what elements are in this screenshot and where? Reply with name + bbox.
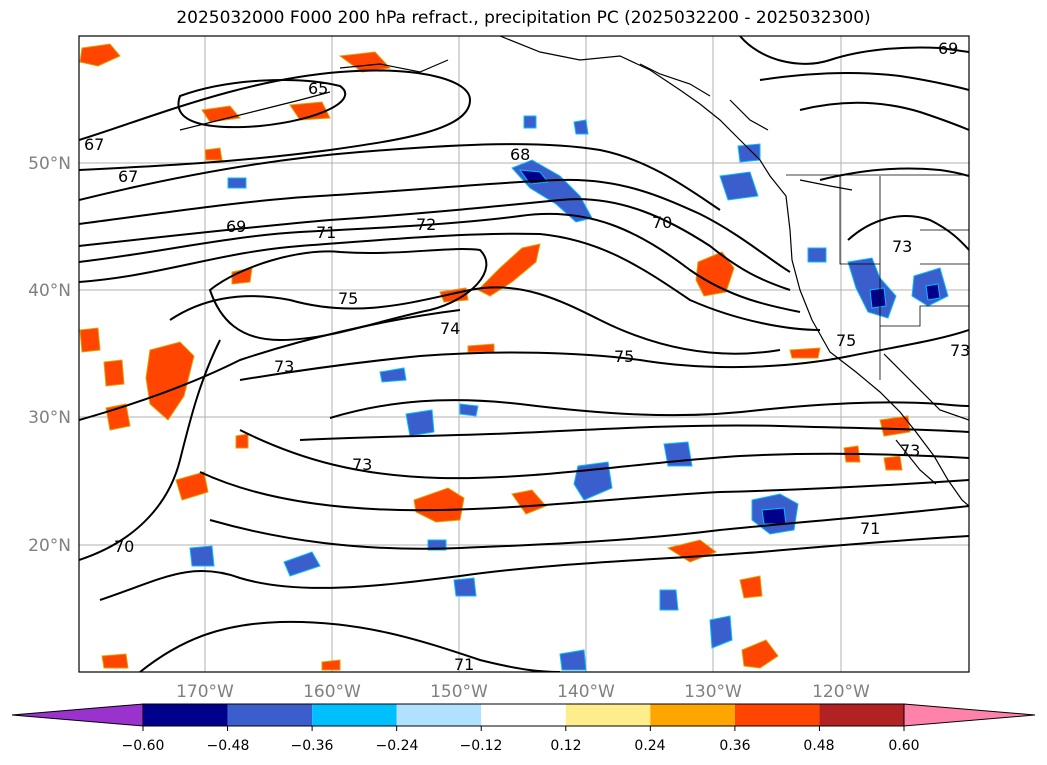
precip-positive-patches xyxy=(79,43,911,671)
contour-label: 65 xyxy=(308,79,328,98)
map-frame xyxy=(78,35,970,673)
longitude-label: 160°W xyxy=(303,682,361,702)
latitude-labels: 50°N 40°N 30°N 20°N xyxy=(28,154,71,556)
colorbar-bin xyxy=(734,704,820,726)
colorbar-tick-label: −0.60 xyxy=(122,738,165,754)
contour-label: 73 xyxy=(274,357,294,376)
refractivity-contours xyxy=(79,36,969,672)
colorbar-tick-label: −0.48 xyxy=(207,738,250,754)
contour-label: 70 xyxy=(114,537,134,556)
colorbar-tick-label: 0.36 xyxy=(719,738,750,754)
latitude-label: 20°N xyxy=(28,536,71,556)
longitude-labels: 170°W 160°W 150°W 140°W 130°W 120°W xyxy=(176,682,870,702)
contour-label: 75 xyxy=(836,331,856,350)
colorbar-tick-label: −0.36 xyxy=(291,738,334,754)
contour-label: 73 xyxy=(892,237,912,256)
colorbar-extend-high xyxy=(903,703,1036,727)
colorbar-bin xyxy=(143,704,228,726)
contour-label: 69 xyxy=(226,217,246,236)
colorbar-tick-label: 0.12 xyxy=(550,738,581,754)
political-borders xyxy=(786,174,969,380)
longitude-label: 170°W xyxy=(176,682,234,702)
colorbar-tick-label: 0.60 xyxy=(888,738,919,754)
contour-labels: 69 65 67 67 68 69 71 72 70 73 75 74 75 7… xyxy=(84,39,970,674)
longitude-label: 150°W xyxy=(430,682,488,702)
latitude-label: 30°N xyxy=(28,408,71,428)
map-title: 2025032000 F000 200 hPa refract., precip… xyxy=(176,8,871,28)
contour-label: 72 xyxy=(416,215,436,234)
colorbar-tick-label: −0.24 xyxy=(376,738,419,754)
longitude-label: 130°W xyxy=(684,682,742,702)
colorbar-bin xyxy=(396,704,482,726)
colorbar-tick-label: 0.24 xyxy=(634,738,665,754)
contour-label: 71 xyxy=(860,519,880,538)
map-background xyxy=(79,36,969,672)
contour-label: 68 xyxy=(510,145,530,164)
coastlines xyxy=(179,36,969,507)
contour-label: 71 xyxy=(316,223,336,242)
latitude-label: 40°N xyxy=(28,281,71,301)
contour-label: 67 xyxy=(118,167,138,186)
contour-label: 69 xyxy=(938,39,958,58)
contour-label: 71 xyxy=(454,655,474,674)
contour-label: 73 xyxy=(900,441,920,460)
contour-label: 70 xyxy=(652,213,672,232)
longitude-label: 140°W xyxy=(557,682,615,702)
contour-label: 74 xyxy=(440,319,460,338)
colorbar-tick-labels: −0.60 −0.48 −0.36 −0.24 −0.12 0.12 0.24 … xyxy=(122,738,920,754)
colorbar-bin xyxy=(227,704,313,726)
colorbar-bin xyxy=(481,704,566,726)
colorbar-tick-label: 0.48 xyxy=(803,738,834,754)
longitude-label: 120°W xyxy=(812,682,870,702)
colorbar-outline xyxy=(142,703,905,727)
colorbar-extend-low xyxy=(11,703,144,727)
colorbar-tick-label: −0.12 xyxy=(460,738,503,754)
latitude-label: 50°N xyxy=(28,154,71,174)
contour-label: 73 xyxy=(352,455,372,474)
colorbar-bin xyxy=(650,704,735,726)
colorbar xyxy=(11,703,1036,731)
contour-label: 73 xyxy=(950,341,970,360)
colorbar-bin xyxy=(565,704,651,726)
contour-label: 75 xyxy=(338,289,358,308)
colorbar-bin xyxy=(312,704,397,726)
colorbar-bin xyxy=(819,704,904,726)
contour-label: 75 xyxy=(614,347,634,366)
contour-label: 67 xyxy=(84,135,104,154)
